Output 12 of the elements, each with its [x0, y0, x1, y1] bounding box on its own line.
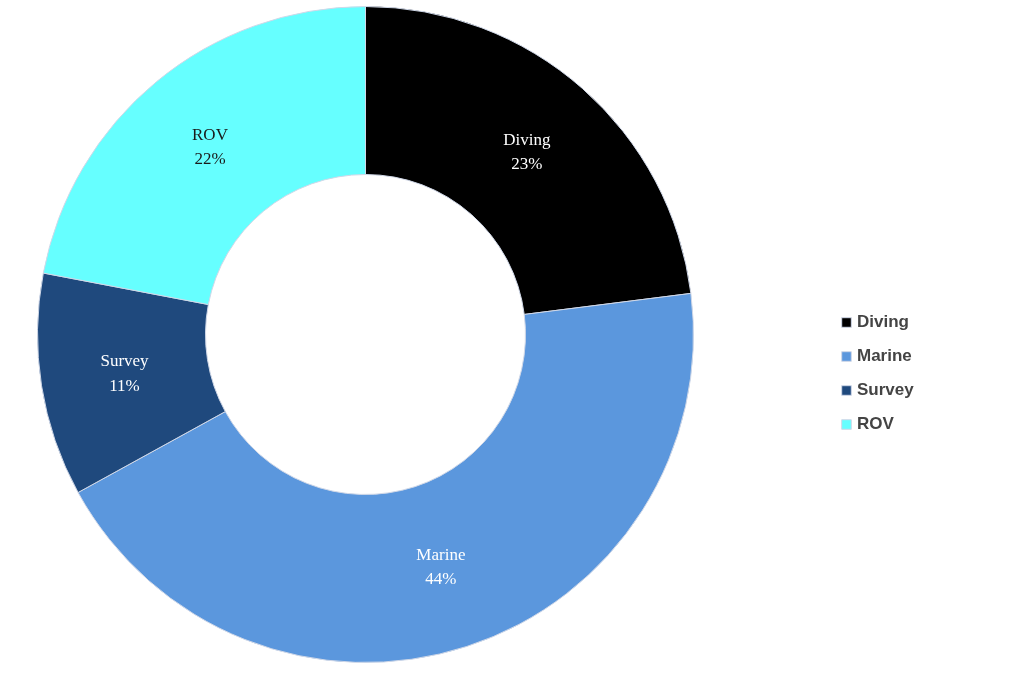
data-label: 11%: [109, 375, 140, 395]
legend-label: ROV: [857, 414, 894, 434]
legend-label: Diving: [857, 312, 909, 332]
legend-label: Marine: [857, 346, 912, 366]
slice-label: Diving: [503, 129, 551, 149]
slice-label: ROV: [192, 124, 229, 144]
slice-label: Survey: [100, 350, 150, 370]
slice-label: Marine: [416, 544, 466, 564]
legend-label: Survey: [857, 380, 914, 400]
data-label: 23%: [511, 154, 543, 174]
data-label: 44%: [425, 569, 457, 589]
data-label: 22%: [194, 149, 226, 169]
